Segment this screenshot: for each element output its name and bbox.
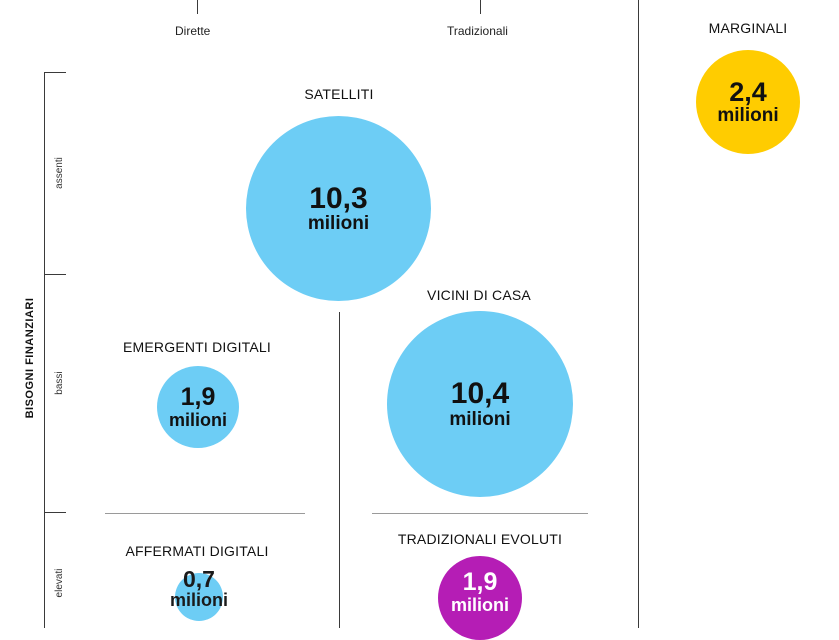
bubble-evoluti: 1,9 milioni	[438, 556, 522, 640]
bubble-evoluti-value: 1,9	[462, 568, 498, 597]
y-axis-tick-top	[44, 72, 66, 73]
segment-title-affermati: AFFERMATI DIGITALI	[125, 543, 269, 559]
y-tick-bassi: bassi	[54, 371, 65, 395]
segment-title-vicini: VICINI DI CASA	[427, 287, 531, 303]
bubble-emergenti: 1,9 milioni	[157, 366, 239, 448]
bubble-satelliti-value: 10,3	[309, 181, 368, 215]
bubble-vicini: 10,4 milioni	[387, 311, 573, 497]
segment-title-satelliti: SATELLITI	[304, 86, 374, 102]
segment-title-evoluti: TRADIZIONALI EVOLUTI	[397, 531, 563, 547]
bubble-vicini-value: 10,4	[450, 377, 510, 411]
bubble-marginali-value: 2,4	[729, 76, 767, 107]
evoluti-separator	[372, 513, 588, 514]
segment-title-emergenti: EMERGENTI DIGITALI	[122, 339, 272, 355]
bubble-evoluti-unit: milioni	[451, 594, 509, 615]
bubble-satelliti-unit: milioni	[307, 213, 370, 235]
bubble-satelliti: 10,3 milioni	[246, 116, 431, 301]
bubble-emergenti-value: 1,9	[180, 383, 216, 412]
y-tick-elevati: elevati	[54, 568, 65, 598]
column-label-traditional: Tradizionali	[447, 24, 508, 38]
y-axis-tick-mid	[44, 274, 66, 275]
y-tick-assenti: assenti	[54, 157, 65, 189]
affermati-separator	[105, 513, 305, 514]
column-tick-direct	[197, 0, 198, 14]
column-label-direct: Dirette	[175, 24, 211, 38]
bubble-marginali: 2,4 milioni	[696, 50, 800, 154]
column-tick-traditional	[480, 0, 481, 14]
bubble-affermati-value: 0,7	[183, 566, 215, 592]
y-axis-title: BISOGNI FINANZIARI	[24, 297, 36, 419]
bubble-affermati-label: 0,7 milioni	[150, 567, 248, 610]
center-divider	[339, 312, 340, 628]
bubble-affermati-unit: milioni	[170, 590, 228, 611]
bubble-vicini-unit: milioni	[449, 408, 511, 430]
bubble-marginali-unit: milioni	[717, 105, 779, 127]
y-axis-tick-low	[44, 512, 66, 513]
bubble-affermati	[175, 573, 223, 621]
bubble-emergenti-unit: milioni	[169, 409, 227, 430]
marginali-divider	[638, 0, 639, 628]
y-axis-line	[44, 72, 45, 628]
segment-title-marginali: MARGINALI	[708, 20, 788, 36]
